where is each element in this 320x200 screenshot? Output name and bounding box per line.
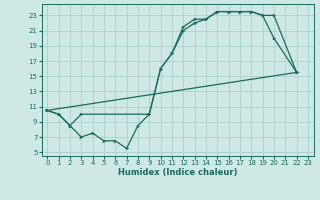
X-axis label: Humidex (Indice chaleur): Humidex (Indice chaleur) — [118, 168, 237, 177]
